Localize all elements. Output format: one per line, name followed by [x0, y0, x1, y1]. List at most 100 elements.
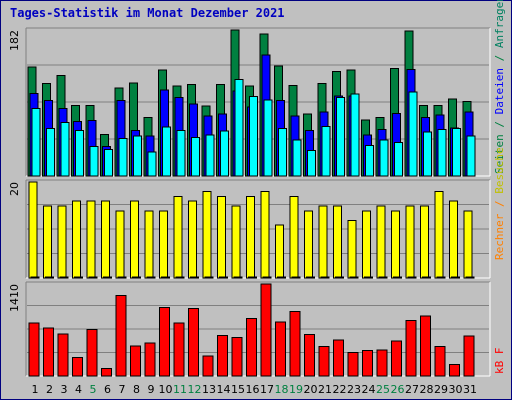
- bar-seiten-31: [466, 135, 476, 177]
- bar-seiten-15: [234, 79, 244, 177]
- bar-rechner-5: [88, 276, 98, 279]
- bar-kbf-1: [28, 322, 40, 377]
- bar-kbf-5: [86, 329, 98, 377]
- bar-rechner-8: [132, 276, 141, 279]
- bar-rechner-7: [117, 276, 127, 279]
- bar-rechner-17: [262, 276, 272, 279]
- bar-rechner-29: [436, 276, 446, 279]
- bar-besuche-14: [217, 195, 226, 279]
- bar-rechner-6: [103, 276, 112, 279]
- bar-besuche-27: [405, 205, 415, 279]
- bar-seiten-13: [205, 134, 215, 177]
- bar-besuche-13: [202, 191, 212, 279]
- bar-besuche-4: [72, 200, 81, 279]
- day-label-9: 9: [148, 383, 155, 396]
- bar-besuche-1: [28, 181, 38, 279]
- bar-besuche-10: [159, 210, 168, 279]
- bar-rechner-1: [30, 276, 40, 279]
- bar-kbf-31: [463, 335, 475, 377]
- legend-besuche-rechner-part-0: Rechner: [493, 213, 506, 260]
- bar-rechner-25: [378, 276, 388, 279]
- chart-title: Tages-Statistik im Monat Dezember 2021: [10, 6, 285, 20]
- bar-rechner-21: [320, 276, 330, 279]
- bar-kbf-26: [391, 340, 402, 377]
- bar-rechner-31: [465, 276, 475, 279]
- y-max-label-2: 20: [8, 182, 21, 196]
- bar-besuche-24: [362, 210, 371, 279]
- bar-rechner-16: [248, 276, 257, 279]
- bar-rechner-30: [451, 276, 460, 279]
- day-label-30: 30: [449, 383, 463, 396]
- bar-besuche-25: [376, 205, 386, 279]
- bar-seiten-29: [437, 128, 447, 177]
- bar-besuche-5: [86, 200, 96, 279]
- legend-besuche-rechner-part-2: Besuche: [493, 147, 506, 193]
- bar-besuche-29: [434, 191, 444, 279]
- day-label-20: 20: [304, 383, 318, 396]
- bar-kbf-10: [159, 307, 170, 377]
- bar-kbf-23: [347, 352, 359, 377]
- bar-besuche-19: [289, 195, 299, 279]
- bar-kbf-8: [130, 345, 141, 377]
- bar-rechner-22: [335, 276, 344, 279]
- day-label-26: 26: [391, 383, 405, 396]
- legend-anfragen-dateien-seiten-part-4: Anfragen: [493, 0, 506, 48]
- bar-besuche-6: [101, 200, 110, 279]
- bar-kbf-12: [188, 307, 199, 377]
- day-label-4: 4: [75, 383, 82, 396]
- day-label-31: 31: [463, 383, 477, 396]
- bar-seiten-28: [423, 131, 432, 177]
- bar-kbf-14: [217, 334, 228, 377]
- bar-kbf-3: [57, 333, 69, 377]
- day-label-12: 12: [188, 383, 202, 396]
- bar-seiten-11: [176, 129, 186, 177]
- bar-kbf-20: [304, 334, 315, 377]
- bar-seiten-1: [31, 108, 41, 177]
- bar-seiten-7: [118, 137, 128, 177]
- bar-kbf-18: [275, 321, 286, 377]
- bar-kbf-16: [246, 317, 257, 377]
- bar-seiten-21: [321, 125, 331, 177]
- day-label-25: 25: [376, 383, 390, 396]
- bar-besuche-3: [57, 205, 67, 279]
- bar-seiten-22: [336, 96, 345, 177]
- bar-rechner-19: [291, 276, 301, 279]
- legend-besuche-rechner-part-1: /: [493, 194, 506, 214]
- day-label-18: 18: [275, 383, 289, 396]
- bar-rechner-26: [393, 276, 402, 279]
- legend-anfragen-dateien-seiten: Seiten / Dateien / Anfragen: [493, 0, 506, 174]
- day-label-19: 19: [289, 383, 303, 396]
- bar-besuche-30: [449, 200, 458, 279]
- bar-rechner-20: [306, 276, 315, 279]
- bar-besuche-20: [304, 210, 313, 279]
- bar-besuche-22: [333, 205, 342, 279]
- bar-seiten-9: [147, 151, 157, 177]
- bar-seiten-12: [191, 136, 200, 177]
- day-label-21: 21: [318, 383, 332, 396]
- day-label-1: 1: [32, 383, 39, 396]
- bar-kbf-25: [376, 349, 388, 377]
- bar-kbf-2: [43, 327, 54, 377]
- y-max-label-3: 1410: [8, 284, 21, 312]
- bar-seiten-10: [162, 126, 171, 177]
- bar-seiten-2: [46, 128, 55, 177]
- day-label-14: 14: [217, 383, 231, 396]
- bar-besuche-26: [391, 210, 400, 279]
- bar-seiten-4: [75, 129, 84, 177]
- day-label-3: 3: [61, 383, 68, 396]
- bar-kbf-19: [289, 310, 301, 377]
- bar-besuche-9: [144, 210, 154, 279]
- bar-seiten-5: [89, 145, 99, 177]
- bar-seiten-27: [408, 91, 418, 177]
- bar-rechner-24: [364, 276, 373, 279]
- bar-kbf-9: [144, 342, 156, 377]
- bar-rechner-12: [190, 276, 199, 279]
- day-label-10: 10: [159, 383, 173, 396]
- bar-rechner-4: [74, 276, 83, 279]
- day-label-24: 24: [362, 383, 376, 396]
- bar-seiten-18: [278, 128, 287, 177]
- bar-kbf-30: [449, 364, 460, 377]
- bar-seiten-25: [379, 139, 389, 177]
- bar-seiten-23: [350, 93, 360, 177]
